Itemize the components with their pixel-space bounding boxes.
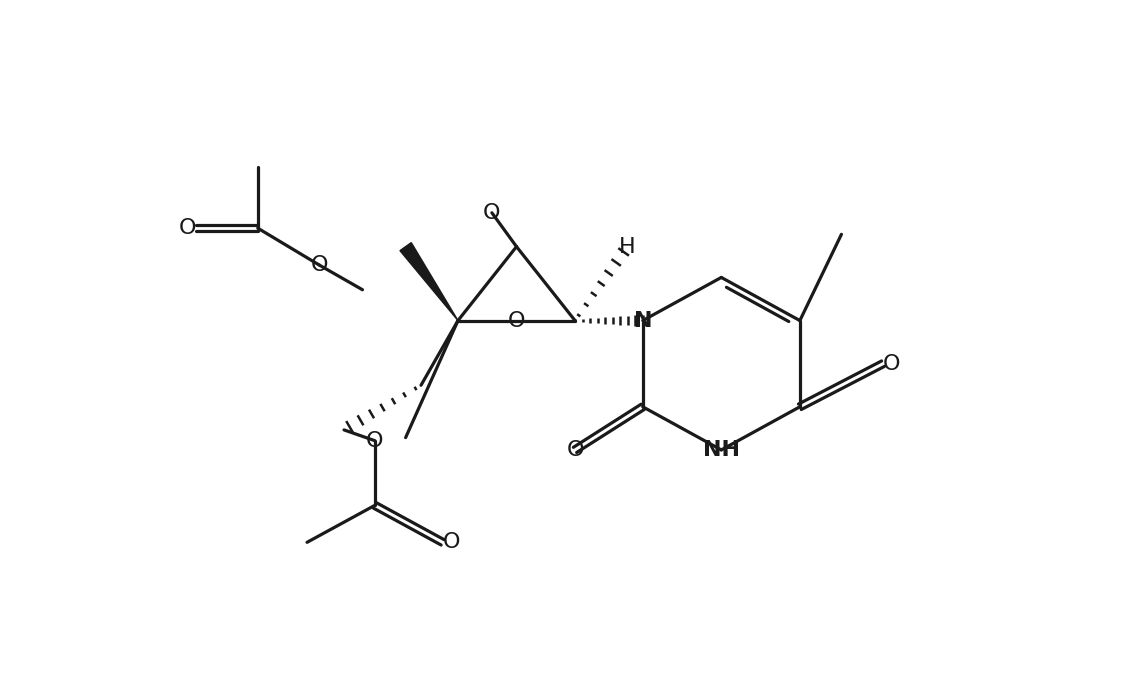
- Text: O: O: [367, 431, 384, 450]
- Text: O: O: [883, 354, 900, 374]
- Text: N: N: [634, 311, 652, 331]
- Text: O: O: [508, 311, 526, 331]
- Text: O: O: [566, 440, 584, 460]
- Text: O: O: [178, 218, 196, 238]
- Text: NH: NH: [703, 440, 740, 460]
- Polygon shape: [400, 243, 458, 320]
- Text: O: O: [310, 255, 328, 275]
- Text: O: O: [483, 203, 501, 223]
- Text: O: O: [442, 532, 460, 553]
- Text: H: H: [619, 236, 636, 256]
